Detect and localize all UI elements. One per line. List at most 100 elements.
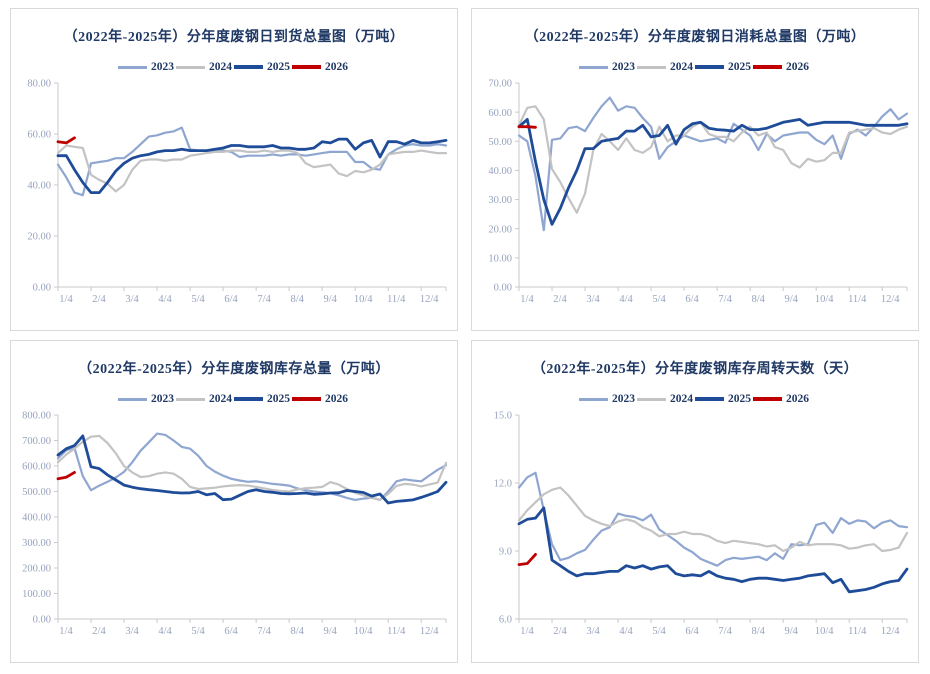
svg-text:2/4: 2/4	[553, 294, 567, 305]
svg-text:1/4: 1/4	[59, 294, 73, 305]
legend-line-swatch	[176, 65, 205, 69]
chart-title: （2022年-2025年）分年度废钢日消耗总量图（万吨）	[524, 30, 866, 45]
svg-text:5/4: 5/4	[652, 294, 666, 305]
line-chart-canvas: 0.00 20.00 40.00 60.00 80.00 1/4 2/4 3/4 4/4 5/4 6…	[27, 79, 448, 305]
legend-item-2024: 2024	[176, 393, 234, 405]
svg-text:6.0: 6.0	[499, 615, 512, 626]
legend-item-2023: 2023	[579, 393, 637, 405]
svg-text:11/4: 11/4	[848, 626, 867, 637]
legend-item-2023: 2023	[118, 393, 176, 405]
legend-label: 2024	[670, 61, 693, 73]
legend-item-2025: 2025	[695, 393, 753, 405]
svg-text:4/4: 4/4	[158, 294, 172, 305]
chart-title: （2022年-2025年）分年度废钢库存周转天数（天）	[531, 362, 859, 377]
legend-label: 2026	[325, 393, 348, 405]
legend-item-2026: 2026	[292, 393, 350, 405]
svg-text:10/4: 10/4	[354, 626, 373, 637]
line-chart-canvas: 0.00 100.00 200.00 300.00 400.00 500.00 600.00…	[22, 411, 448, 637]
svg-text:70.00: 70.00	[488, 79, 512, 90]
svg-text:20.00: 20.00	[488, 224, 512, 235]
legend-line-swatch	[753, 397, 782, 401]
svg-text:8/4: 8/4	[290, 626, 304, 637]
svg-text:11/4: 11/4	[387, 294, 406, 305]
legend-line-swatch	[234, 65, 263, 69]
svg-text:60.00: 60.00	[27, 130, 51, 141]
legend-item-2023: 2023	[118, 61, 176, 73]
chart-panel-daily-arrivals: （2022年-2025年）分年度废钢日到货总量图（万吨） 2023 2024 2…	[10, 8, 458, 331]
svg-text:5/4: 5/4	[652, 626, 666, 637]
legend-label: 2025	[728, 393, 751, 405]
svg-text:9/4: 9/4	[784, 626, 798, 637]
chart-panel-daily-consumption: （2022年-2025年）分年度废钢日消耗总量图（万吨） 2023 2024 2…	[471, 8, 919, 331]
legend-item-2024: 2024	[637, 61, 695, 73]
svg-text:600.00: 600.00	[22, 462, 51, 473]
svg-text:12.0: 12.0	[494, 479, 512, 490]
svg-text:60.00: 60.00	[488, 108, 512, 119]
legend-line-swatch	[292, 397, 321, 401]
svg-text:20.00: 20.00	[27, 232, 51, 243]
svg-text:200.00: 200.00	[22, 564, 51, 575]
svg-text:9/4: 9/4	[784, 294, 798, 305]
svg-text:80.00: 80.00	[27, 79, 51, 90]
legend-item-2023: 2023	[579, 61, 637, 73]
legend-line-swatch	[579, 65, 608, 69]
svg-text:500.00: 500.00	[22, 487, 51, 498]
legend-line-swatch	[695, 65, 724, 69]
legend-item-2025: 2025	[234, 61, 292, 73]
legend-line-swatch	[234, 397, 263, 401]
chart-legend: 2023 2024 2025 2026	[11, 61, 457, 73]
legend-label: 2023	[151, 393, 174, 405]
legend-label: 2026	[786, 61, 809, 73]
svg-text:1/4: 1/4	[59, 626, 73, 637]
legend-line-swatch	[118, 397, 147, 401]
legend-line-swatch	[118, 65, 147, 69]
svg-text:3/4: 3/4	[125, 294, 139, 305]
legend-label: 2025	[728, 61, 751, 73]
legend-line-swatch	[637, 397, 666, 401]
svg-text:2/4: 2/4	[92, 294, 106, 305]
chart-title: （2022年-2025年）分年度废钢库存总量（万吨）	[78, 362, 390, 377]
legend-item-2025: 2025	[234, 393, 292, 405]
svg-text:12/4: 12/4	[881, 626, 900, 637]
svg-text:300.00: 300.00	[22, 538, 51, 549]
svg-text:50.00: 50.00	[488, 137, 512, 148]
line-chart-canvas: 0.00 10.00 20.00 30.00 40.00 50.00 60.00 70.00 1…	[488, 79, 909, 305]
svg-text:1/4: 1/4	[520, 626, 534, 637]
chart-legend: 2023 2024 2025 2026	[472, 393, 918, 405]
svg-text:7/4: 7/4	[257, 294, 271, 305]
svg-text:10/4: 10/4	[815, 294, 834, 305]
svg-text:5/4: 5/4	[191, 626, 205, 637]
legend-label: 2023	[612, 61, 635, 73]
svg-text:9/4: 9/4	[323, 294, 337, 305]
svg-text:8/4: 8/4	[751, 294, 765, 305]
svg-text:7/4: 7/4	[718, 626, 732, 637]
line-chart-canvas: 6.0 9.0 12.0 15.0 1/4 2/4 3/4 4/4 5/4 6/4 7/4 8/4 9/…	[494, 411, 909, 637]
svg-text:8/4: 8/4	[290, 294, 304, 305]
svg-text:5/4: 5/4	[191, 294, 205, 305]
svg-text:12/4: 12/4	[420, 626, 439, 637]
svg-text:700.00: 700.00	[22, 436, 51, 447]
svg-text:12/4: 12/4	[420, 294, 439, 305]
svg-text:400.00: 400.00	[22, 513, 51, 524]
svg-text:0.00: 0.00	[33, 283, 51, 294]
legend-item-2024: 2024	[637, 393, 695, 405]
legend-label: 2024	[209, 61, 232, 73]
svg-text:6/4: 6/4	[224, 626, 238, 637]
chart-legend: 2023 2024 2025 2026	[472, 61, 918, 73]
legend-line-swatch	[637, 65, 666, 69]
svg-text:11/4: 11/4	[848, 294, 867, 305]
svg-text:7/4: 7/4	[257, 626, 271, 637]
legend-label: 2025	[267, 61, 290, 73]
svg-text:6/4: 6/4	[685, 294, 699, 305]
chart-panel-inventory-total: （2022年-2025年）分年度废钢库存总量（万吨） 2023 2024 202…	[10, 340, 458, 663]
svg-text:12/4: 12/4	[881, 294, 900, 305]
svg-text:15.0: 15.0	[494, 411, 512, 422]
svg-text:3/4: 3/4	[586, 294, 600, 305]
legend-item-2024: 2024	[176, 61, 234, 73]
legend-label: 2025	[267, 393, 290, 405]
legend-line-swatch	[292, 65, 321, 69]
svg-text:4/4: 4/4	[619, 626, 633, 637]
legend-line-swatch	[753, 65, 782, 69]
svg-text:9.0: 9.0	[499, 547, 512, 558]
svg-text:0.00: 0.00	[494, 283, 512, 294]
